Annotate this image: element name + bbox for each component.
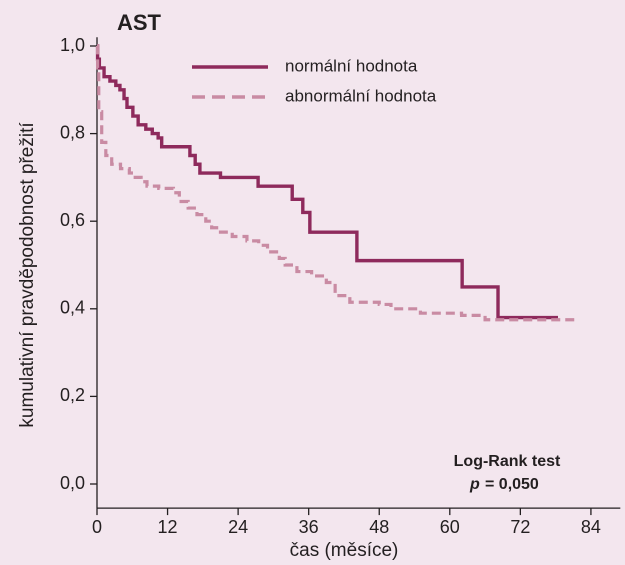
x-tick-label: 0 bbox=[92, 517, 102, 537]
x-tick-label: 60 bbox=[440, 517, 460, 537]
y-tick-label: 0,2 bbox=[60, 385, 85, 405]
y-tick-label: 0,8 bbox=[60, 122, 85, 142]
x-tick-label: 36 bbox=[299, 517, 319, 537]
x-tick-label: 48 bbox=[369, 517, 389, 537]
y-tick-label: 0,0 bbox=[60, 473, 85, 493]
x-tick-label: 72 bbox=[510, 517, 530, 537]
survival-curve bbox=[95, 44, 558, 320]
y-tick-label: 0,6 bbox=[60, 210, 85, 230]
survival-curve bbox=[95, 44, 580, 322]
legend-label: abnormální hodnota bbox=[285, 86, 437, 105]
y-tick-label: 0,4 bbox=[60, 298, 85, 318]
legend-label: normální hodnota bbox=[285, 56, 418, 75]
p-value: = 0,050 bbox=[485, 476, 539, 493]
p-symbol: p bbox=[469, 476, 480, 493]
y-tick-label: 1,0 bbox=[60, 35, 85, 55]
y-axis-label: kumulativní pravděpodobnost přežití bbox=[17, 122, 38, 428]
x-tick-label: 12 bbox=[158, 517, 178, 537]
x-axis-label: čas (měsíce) bbox=[290, 540, 399, 561]
chart-title: AST bbox=[117, 10, 162, 35]
annotation: Log-Rank test bbox=[454, 453, 561, 470]
x-tick-label: 84 bbox=[581, 517, 601, 537]
x-tick-label: 24 bbox=[228, 517, 248, 537]
